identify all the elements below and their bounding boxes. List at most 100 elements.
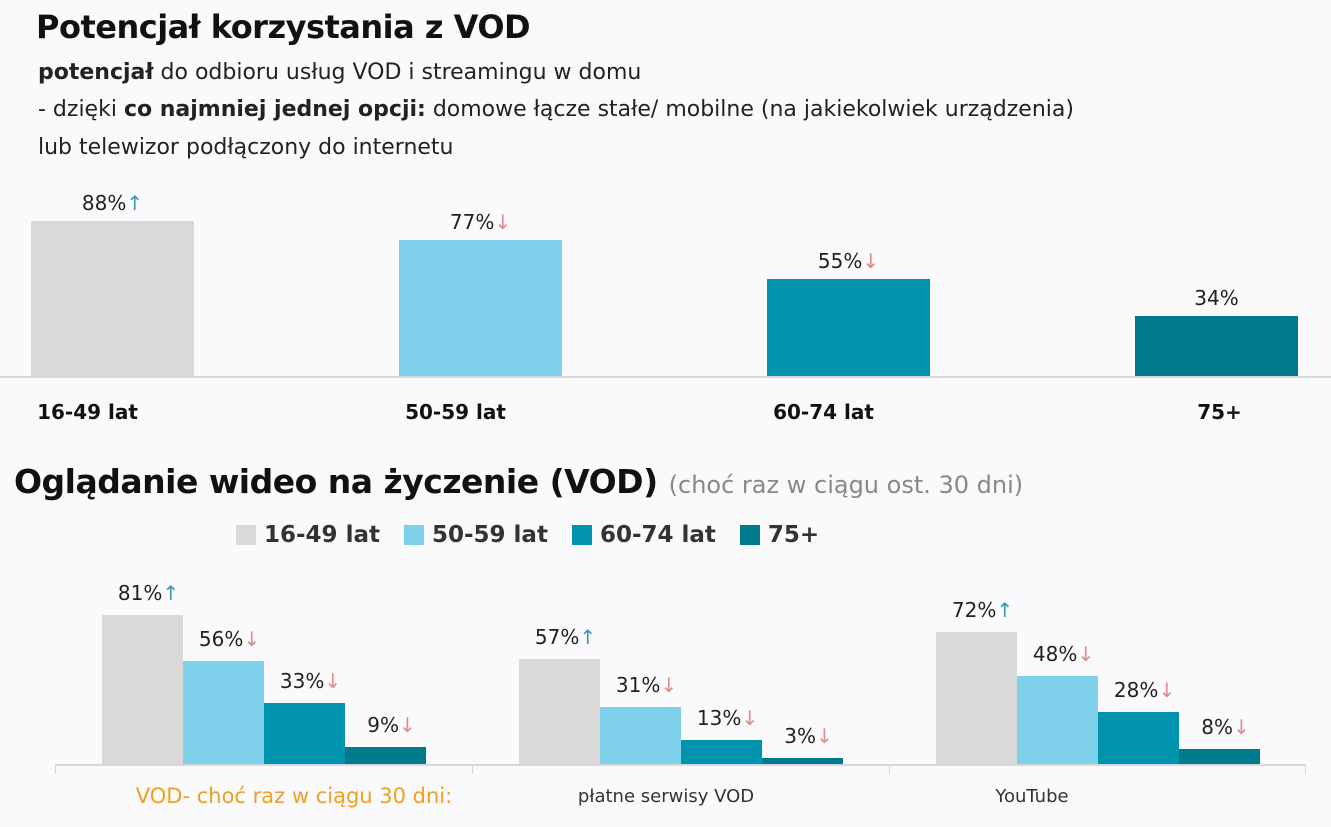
data-label: 3%↓ xyxy=(784,724,833,748)
data-label-value: 33% xyxy=(279,669,325,694)
data-label: 34% xyxy=(1194,286,1238,310)
category-label: 50-59 lat xyxy=(405,400,506,424)
data-label: 8%↓ xyxy=(1201,715,1250,739)
subtitle-text: domowe łącze stałe/ mobilne (na jakiekol… xyxy=(425,97,1074,122)
bar xyxy=(762,758,843,764)
arrow-down-icon: ↓ xyxy=(815,724,833,749)
data-label: 55%↓ xyxy=(818,249,879,273)
axis-tick xyxy=(1305,764,1306,774)
data-label: 31%↓ xyxy=(616,673,677,697)
data-label-value: 77% xyxy=(449,210,495,235)
subtitle-text: do odbioru usług VOD i streamingu w domu xyxy=(153,60,642,85)
bar xyxy=(936,631,1017,764)
data-label-value: 81% xyxy=(117,580,163,605)
data-label-value: 8% xyxy=(1201,715,1233,740)
subtitle-bold: co najmniej jednej opcji: xyxy=(123,97,426,122)
legend-label: 60-74 lat xyxy=(599,522,716,548)
data-label: 9%↓ xyxy=(367,713,416,737)
x-axis-line xyxy=(55,764,1305,766)
axis-tick xyxy=(472,764,473,774)
legend-item: 50-59 lat xyxy=(403,522,548,548)
bar-16-49-lat xyxy=(31,221,194,376)
subtitle-line-1: potencjał do odbioru usług VOD i streami… xyxy=(38,60,641,85)
legend-item: 75+ xyxy=(739,522,820,548)
arrow-down-icon: ↓ xyxy=(324,669,342,694)
data-label: 88%↑ xyxy=(82,191,143,215)
category-label: płatne serwisy VOD xyxy=(577,786,755,807)
data-label-value: 13% xyxy=(696,706,742,731)
data-label-value: 55% xyxy=(817,249,863,274)
data-label-value: 56% xyxy=(198,626,244,651)
legend-swatch xyxy=(739,525,760,545)
category-label: 60-74 lat xyxy=(773,400,874,424)
subtitle-text: - dzięki xyxy=(38,97,124,122)
arrow-up-icon: ↑ xyxy=(579,625,597,650)
data-label: 72%↑ xyxy=(952,598,1013,622)
legend-swatch xyxy=(236,525,256,545)
legend-label: 50-59 lat xyxy=(431,522,548,548)
data-label-value: 34% xyxy=(1194,286,1239,311)
legend-item: 60-74 lat xyxy=(571,522,716,548)
arrow-down-icon: ↓ xyxy=(741,706,759,731)
data-label-value: 31% xyxy=(615,672,661,697)
arrow-down-icon: ↓ xyxy=(398,713,416,738)
arrow-down-icon: ↓ xyxy=(1232,715,1250,740)
legend-item: 16-49 lat xyxy=(236,522,380,548)
subtitle-line-3: lub telewizor podłączony do internetu xyxy=(38,135,454,160)
data-label: 28%↓ xyxy=(1114,678,1175,702)
bar xyxy=(1098,712,1179,764)
data-label-value: 48% xyxy=(1032,641,1078,666)
legend-label: 75+ xyxy=(767,522,820,548)
bar-50-59-lat xyxy=(399,240,562,376)
legend-swatch xyxy=(403,525,424,545)
data-label: 77%↓ xyxy=(450,210,511,234)
arrow-up-icon: ↑ xyxy=(126,191,144,216)
arrow-down-icon: ↓ xyxy=(1158,678,1176,703)
chart2-subtitle: (choć raz w ciągu ost. 30 dni) xyxy=(668,471,1024,499)
category-label: YouTube xyxy=(995,786,1069,807)
category-label: VOD- choć raz w ciągu 30 dni: xyxy=(135,784,453,808)
chart2-title: Oglądanie wideo na życzenie (VOD) (choć … xyxy=(14,462,1023,501)
bar xyxy=(600,706,681,764)
bar xyxy=(102,614,183,764)
data-label: 33%↓ xyxy=(280,669,341,693)
bar xyxy=(1017,675,1098,764)
arrow-down-icon: ↓ xyxy=(243,626,261,651)
arrow-down-icon: ↓ xyxy=(862,249,880,274)
data-label: 57%↑ xyxy=(535,625,596,649)
data-label-value: 9% xyxy=(367,713,399,738)
arrow-up-icon: ↑ xyxy=(162,580,180,605)
data-label: 13%↓ xyxy=(697,706,758,730)
legend-label: 16-49 lat xyxy=(264,522,380,548)
data-label: 48%↓ xyxy=(1033,642,1094,666)
bar xyxy=(681,740,762,764)
bar-75+ xyxy=(1135,316,1298,376)
data-label-value: 28% xyxy=(1113,678,1159,703)
bar xyxy=(1179,749,1260,764)
arrow-up-icon: ↑ xyxy=(996,597,1014,622)
axis-tick xyxy=(889,764,890,774)
arrow-down-icon: ↓ xyxy=(1077,641,1095,666)
data-label-value: 72% xyxy=(951,597,997,622)
data-label: 56%↓ xyxy=(199,627,260,651)
arrow-down-icon: ↓ xyxy=(660,672,678,697)
legend-swatch xyxy=(571,525,592,545)
arrow-down-icon: ↓ xyxy=(494,210,512,235)
legend: 16-49 lat 50-59 lat 60-74 lat 75+ xyxy=(236,522,819,548)
page-title: Potencjał korzystania z VOD xyxy=(36,8,531,46)
data-label-value: 3% xyxy=(784,724,816,749)
chart2-title-text: Oglądanie wideo na życzenie (VOD) xyxy=(14,462,658,501)
bar xyxy=(519,659,600,764)
subtitle-line-2: - dzięki co najmniej jednej opcji: domow… xyxy=(38,97,1074,122)
bar-60-74-lat xyxy=(767,279,930,376)
data-label: 81%↑ xyxy=(118,581,179,605)
data-label-value: 88% xyxy=(81,191,127,216)
category-label: 16-49 lat xyxy=(37,400,138,424)
bar xyxy=(264,703,345,764)
category-label: 75+ xyxy=(1197,400,1242,424)
subtitle-bold: potencjał xyxy=(38,60,154,85)
bar xyxy=(345,747,426,764)
data-label-value: 57% xyxy=(534,625,580,650)
x-axis-line xyxy=(0,376,1331,378)
bar xyxy=(183,660,264,764)
